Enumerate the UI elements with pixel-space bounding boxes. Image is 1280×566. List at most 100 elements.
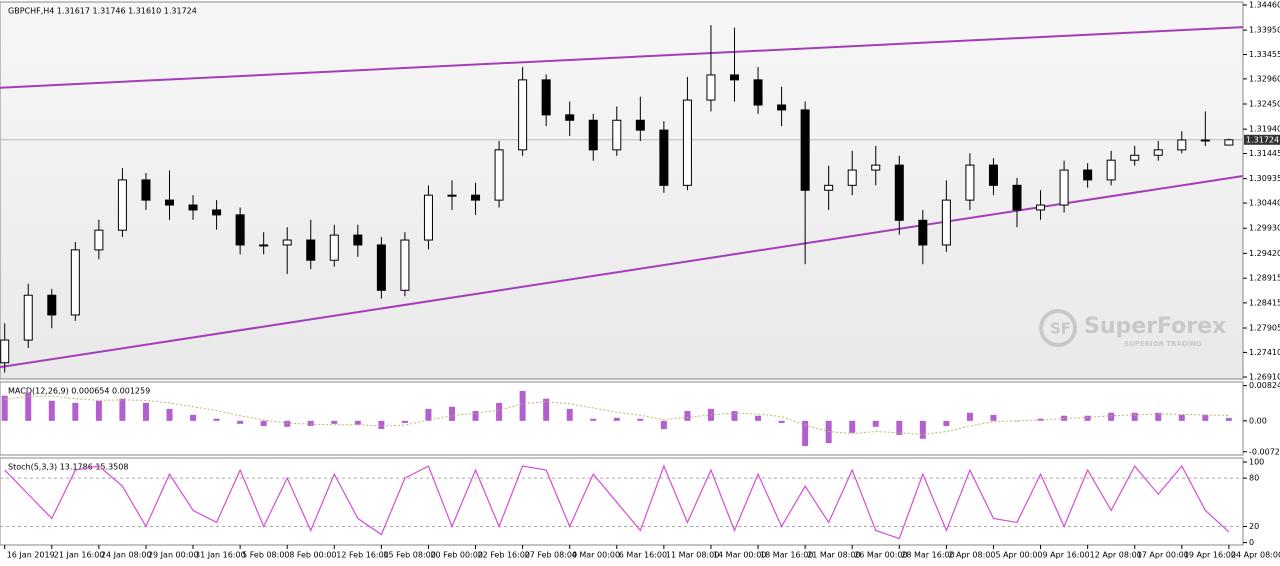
macd-bar <box>331 420 338 424</box>
y-tick-label: 0.00824 <box>1249 381 1280 390</box>
candle-body <box>800 109 810 191</box>
candle-body <box>1012 184 1022 211</box>
candle-body <box>682 99 692 186</box>
panel-title: GBPCHF,H4 1.31617 1.31746 1.31610 1.3172… <box>8 7 197 16</box>
x-tick-label: 6 Mar 16:00 <box>619 551 667 560</box>
macd-bar <box>1155 412 1162 421</box>
y-tick-label: 1.27905 <box>1249 323 1280 332</box>
x-tick-label: 24 Apr 08:00 <box>1231 551 1280 560</box>
candle-body <box>871 164 881 171</box>
macd-bar <box>566 408 573 421</box>
macd-bar <box>778 420 785 423</box>
macd-bar <box>425 408 432 421</box>
stoch-panel <box>0 457 1244 546</box>
macd-bar <box>95 400 102 421</box>
x-tick-label: 24 Jan 08:00 <box>101 551 152 560</box>
candle-body <box>212 209 222 216</box>
candle-body <box>565 114 575 121</box>
watermark-logo-mark: SF <box>1050 320 1071 338</box>
candle-body <box>1200 139 1210 142</box>
candle-body <box>0 339 10 364</box>
main-panel <box>0 1 1244 380</box>
candle-body <box>541 79 551 116</box>
x-tick-label: 28 Mar 16:00 <box>901 551 954 560</box>
y-tick-label: 1.28915 <box>1249 274 1280 283</box>
candle-body <box>706 74 716 101</box>
macd-bar <box>966 412 973 421</box>
macd-bar <box>378 420 385 429</box>
macd-panel <box>0 381 1244 456</box>
x-tick-label: 29 Jan 00:00 <box>148 551 199 560</box>
macd-bar <box>684 411 691 421</box>
candle-body <box>23 294 33 341</box>
macd-bar <box>1178 414 1185 421</box>
candle-body <box>518 79 528 151</box>
macd-bar <box>284 420 291 427</box>
candle-body <box>165 199 174 206</box>
y-tick-label: 1.27410 <box>1249 348 1280 357</box>
x-tick-label: 27 Feb 08:00 <box>525 551 577 560</box>
macd-bar <box>872 420 879 427</box>
candle-body <box>847 169 857 186</box>
x-tick-label: 2 Apr 08:00 <box>948 551 995 560</box>
candle-body <box>70 249 80 316</box>
candle-body <box>400 239 410 291</box>
macd-bar <box>731 411 738 421</box>
candle-body <box>1059 169 1069 206</box>
candle-body <box>471 194 481 201</box>
candle-body <box>824 184 834 191</box>
x-tick-label: 5 Apr 00:00 <box>995 551 1042 560</box>
macd-bar <box>1014 420 1020 422</box>
candle-body <box>588 119 598 151</box>
x-tick-label: 22 Feb 16:00 <box>478 551 530 560</box>
macd-bar <box>849 420 856 433</box>
candle-body <box>188 204 198 211</box>
y-tick-label: 1.33455 <box>1249 50 1280 59</box>
x-tick-label: 21 Mar 08:00 <box>807 551 860 560</box>
x-tick-label: 21 Jan 16:00 <box>54 551 105 560</box>
candle-body <box>94 229 104 251</box>
macd-bar <box>166 408 173 421</box>
x-tick-label: 17 Apr 00:00 <box>1137 551 1189 560</box>
macd-bar <box>496 402 503 421</box>
candle-body <box>988 164 998 186</box>
candle-body <box>612 119 622 151</box>
macd-bar <box>354 420 361 425</box>
y-tick-label: 0.00 <box>1249 416 1267 425</box>
candle-body <box>353 234 363 246</box>
y-tick-label: 80 <box>1249 474 1259 483</box>
y-tick-label: 20 <box>1249 522 1259 531</box>
macd-bar <box>401 420 408 423</box>
candle-body <box>494 149 504 201</box>
macd-bar <box>943 420 950 426</box>
candle-body <box>1130 154 1140 161</box>
macd-bar <box>1202 414 1209 421</box>
macd-bar <box>613 417 620 421</box>
macd-bar <box>755 415 762 421</box>
candle-body <box>47 294 57 316</box>
macd-bar <box>1131 412 1138 421</box>
candle-body <box>659 129 669 186</box>
trendline <box>0 26 1244 89</box>
last-price-tag <box>1244 134 1280 145</box>
candle-body <box>306 239 316 261</box>
y-tick-label: 0 <box>1249 538 1254 547</box>
last-price-label: 1.31724 <box>1246 135 1279 144</box>
macd-bar <box>213 418 220 421</box>
x-tick-label: 19 Apr 16:00 <box>1184 551 1236 560</box>
candle-body <box>1224 139 1234 146</box>
macd-bar <box>519 390 526 421</box>
macd-bar <box>25 392 32 421</box>
macd-bar <box>472 411 479 421</box>
y-tick-label: 1.28415 <box>1249 298 1280 307</box>
y-tick-label: 1.29420 <box>1249 249 1280 258</box>
candle-body <box>329 234 339 261</box>
macd-bar <box>896 420 903 435</box>
macd-bar <box>1037 418 1044 421</box>
y-tick-label: 1.31445 <box>1249 149 1280 158</box>
candle-body <box>894 164 904 221</box>
x-tick-label: 26 Mar 00:00 <box>854 551 907 560</box>
y-tick-label: 1.34460 <box>1249 0 1280 9</box>
watermark: SF SuperForex SUPERIOR TRADING <box>1039 309 1226 348</box>
